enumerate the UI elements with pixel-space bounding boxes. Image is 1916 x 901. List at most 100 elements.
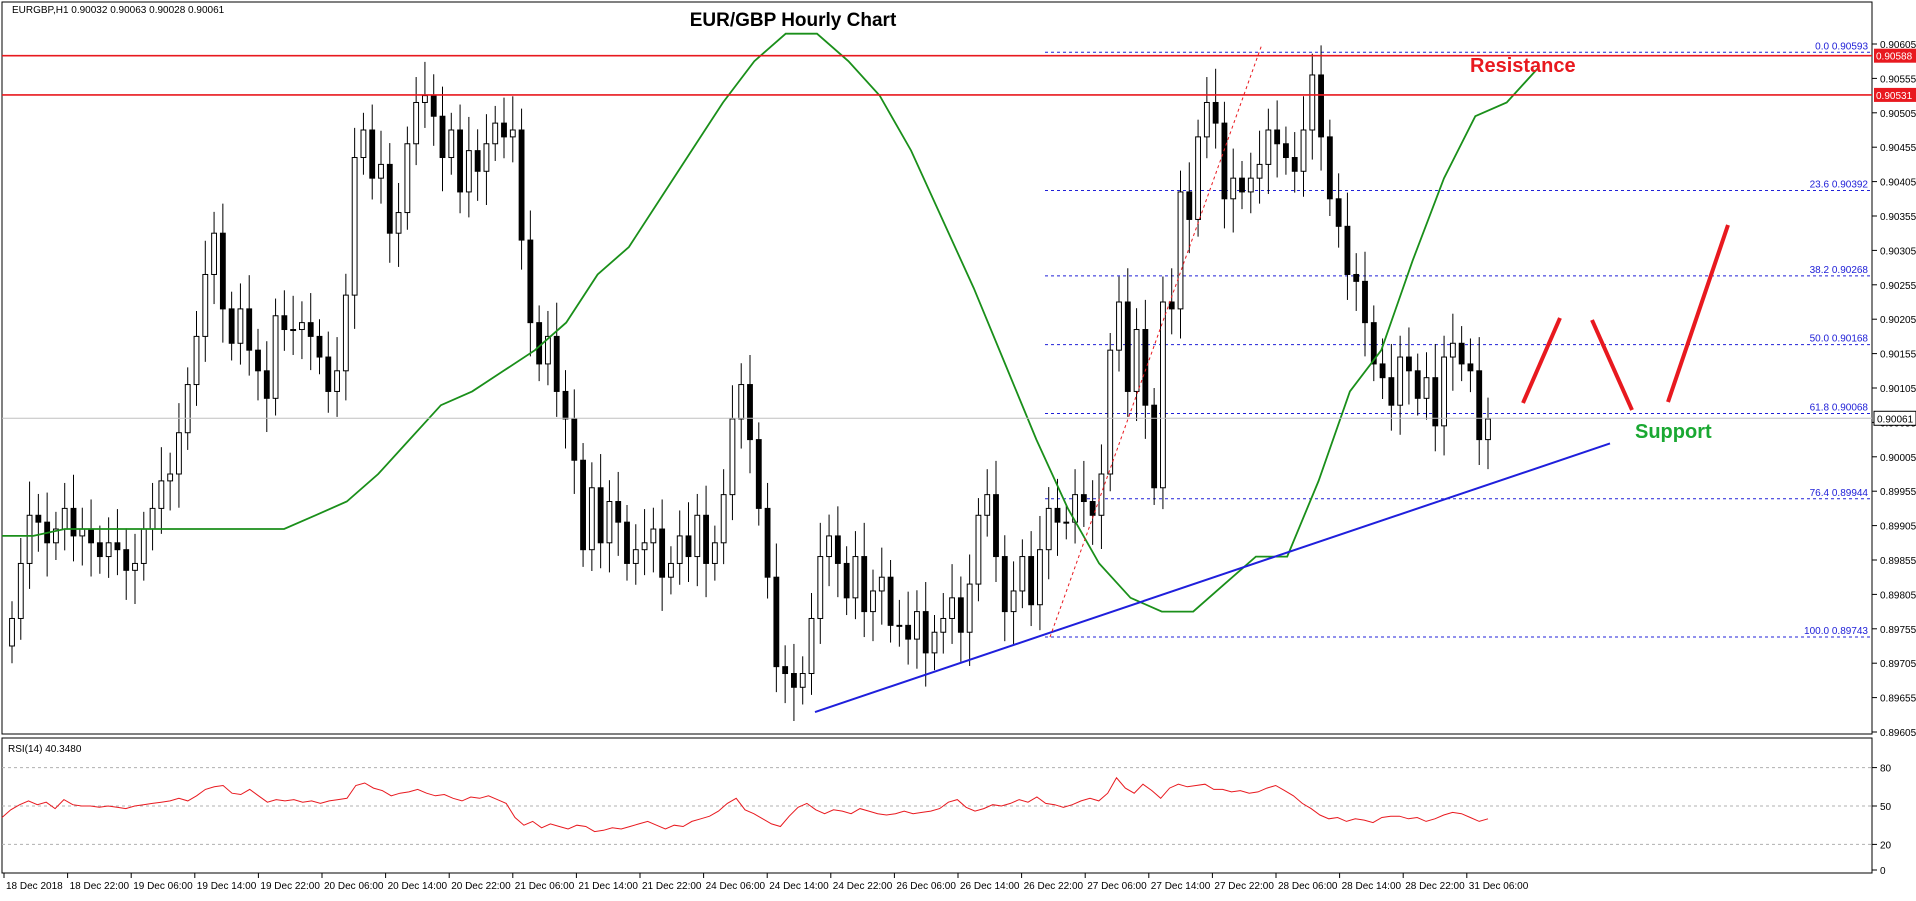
rsi-line	[1, 776, 1489, 833]
rsi-line	[1, 776, 1489, 833]
fib-level-label: 50.0 0.90168	[1810, 334, 1869, 345]
price-tick-label: 0.89955	[1880, 487, 1916, 498]
time-axis: 18 Dec 2018 18 Dec 22:00 19 Dec 06:00 19 De…	[3, 873, 1529, 892]
candle-bear	[1326, 136, 1333, 200]
candle-bull	[290, 329, 297, 332]
candle-bull	[984, 494, 991, 516]
price-tick-label: 0.90005	[1880, 453, 1916, 464]
candle-bull	[1397, 356, 1404, 406]
time-tick-label: 18 Dec 2018	[6, 881, 63, 892]
time-tick-label: 28 Dec 22:00	[1405, 881, 1465, 892]
resistance-price-tag	[1874, 48, 1916, 63]
time-tick-label: 19 Dec 06:00	[133, 881, 193, 892]
time-tick-label: 24 Dec 22:00	[833, 881, 893, 892]
candle-bear	[764, 507, 771, 578]
candle-bull	[140, 528, 147, 564]
candle-bear	[615, 501, 622, 523]
resistance-price-label: 0.90588	[1876, 52, 1913, 63]
candle-bear	[1476, 370, 1483, 441]
price-tick-label: 0.90205	[1880, 315, 1916, 326]
candle-bear	[1291, 157, 1298, 172]
candle-bear	[430, 95, 437, 117]
candle-bull	[870, 590, 876, 613]
candle-bull	[158, 480, 165, 509]
symbol-info: EURGBP,H1 0.90032 0.90063 0.90028 0.9006…	[12, 5, 225, 16]
candle-bull	[272, 315, 279, 399]
time-tick-label: 26 Dec 06:00	[896, 881, 956, 892]
candle-bear	[439, 115, 446, 159]
candle-bull	[492, 122, 499, 145]
candle-bear	[1362, 280, 1368, 324]
candle-bear	[922, 611, 929, 654]
candle-bull	[676, 535, 683, 564]
candle-bull	[1010, 590, 1017, 613]
candle-bear	[1458, 342, 1465, 365]
price-tick-label: 0.89705	[1880, 659, 1916, 670]
candle-bull	[606, 501, 613, 544]
candle-bull	[940, 617, 947, 633]
time-tick-label: 28 Dec 06:00	[1278, 881, 1338, 892]
candle-bear	[316, 335, 323, 358]
price-tick-label: 0.90505	[1880, 109, 1916, 120]
candle-bull	[360, 129, 367, 159]
candle-bear	[1080, 494, 1087, 503]
price-tick-label: 0.89655	[1880, 694, 1916, 705]
candle-bull	[79, 528, 86, 537]
candle-bear	[562, 390, 569, 420]
last-price-tag	[1873, 410, 1916, 426]
candle-bear	[88, 528, 94, 544]
candle-bear	[1379, 363, 1386, 379]
candle-bear	[369, 129, 376, 179]
candle-bull	[1247, 177, 1254, 193]
candle-bull	[1256, 163, 1263, 179]
rsi-tick-label: 80	[1880, 764, 1892, 775]
time-tick-label: 20 Dec 14:00	[388, 881, 448, 892]
candle-bull	[413, 101, 420, 145]
candle-bear	[861, 556, 868, 613]
candle-bear	[114, 542, 121, 551]
candle-bear	[791, 673, 797, 688]
candle-bear	[474, 150, 481, 172]
candle-bull	[395, 212, 402, 234]
fib-level-label: 23.6 0.90392	[1810, 180, 1869, 191]
candle-bear	[580, 459, 586, 551]
candle-bull	[632, 549, 639, 564]
candle-bull	[852, 556, 859, 599]
candle-bear	[1432, 377, 1439, 427]
forecast-arrow-segment	[1666, 224, 1730, 403]
candle-bull	[826, 535, 832, 558]
candle-bull	[1160, 301, 1166, 489]
last-price-label: 0.90061	[1877, 414, 1914, 425]
candle-bull	[202, 273, 209, 337]
time-tick-label: 24 Dec 06:00	[706, 881, 766, 892]
candle-bull	[1309, 74, 1316, 131]
price-axis: 0.90605 0.90555 0.90505 0.90455 0.90405 0.903…	[1872, 40, 1916, 739]
candle-bear	[228, 308, 235, 344]
price-tick-label: 0.89805	[1880, 590, 1916, 601]
candle-bear	[1089, 501, 1096, 516]
candle-bear	[1212, 101, 1219, 124]
candle-bull	[1177, 191, 1184, 310]
candle-bull	[509, 129, 516, 138]
price-tick-label: 0.89755	[1880, 625, 1916, 636]
time-tick-label: 27 Dec 22:00	[1214, 881, 1274, 892]
candle-bear	[307, 322, 314, 337]
forecast-arrow-segment	[1521, 317, 1562, 404]
time-tick-label: 26 Dec 14:00	[960, 881, 1020, 892]
rsi-tick-label: 20	[1880, 840, 1892, 851]
resistance-price-label: 0.90531	[1876, 91, 1913, 102]
candle-bear	[597, 487, 604, 544]
candle-bear	[703, 514, 709, 564]
candle-bull	[378, 163, 384, 179]
candle-bull	[1265, 129, 1272, 165]
candle-bull	[26, 514, 33, 564]
candle-bear	[123, 549, 130, 571]
candle-bull	[465, 150, 472, 193]
candle-bear	[281, 315, 288, 331]
candle-bull	[931, 631, 938, 654]
candle-bull	[211, 232, 217, 275]
candle-bull	[545, 335, 551, 365]
candle-bull	[1423, 377, 1430, 399]
